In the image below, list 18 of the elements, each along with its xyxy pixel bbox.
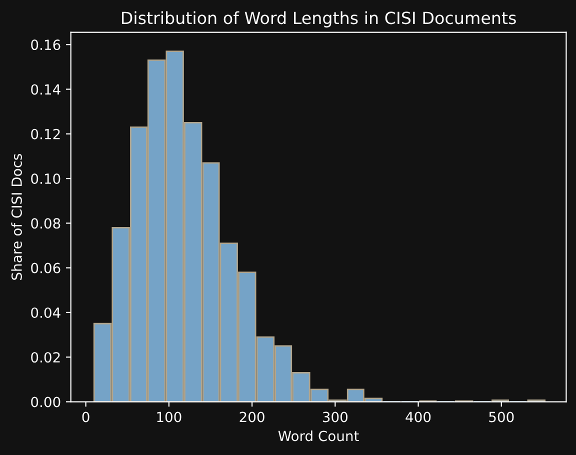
y-tick-label: 0.06 — [31, 262, 60, 274]
chart-title: Distribution of Word Lengths in CISI Documents — [122, 11, 516, 28]
y-tick-label: 0.04 — [31, 307, 60, 318]
x-tick-label: 500 — [489, 412, 514, 422]
x-tick-label: 300 — [322, 412, 348, 422]
y-tick-label: 0.14 — [31, 84, 60, 95]
y-tick-label: 0.10 — [31, 173, 60, 184]
x-axis-title: Word Count — [278, 430, 359, 442]
y-tick-label: 0.16 — [31, 40, 60, 50]
y-tick-label: 0.00 — [31, 396, 60, 408]
y-tick-label: 0.02 — [31, 352, 60, 363]
x-tick-label: 0 — [82, 412, 90, 422]
y-axis-title: Share of CISI Docs — [11, 154, 22, 280]
x-tick-label: 100 — [157, 412, 182, 422]
y-tick-label: 0.12 — [31, 128, 60, 140]
x-tick-label: 200 — [240, 412, 264, 422]
x-tick-label: 400 — [406, 412, 431, 422]
y-tick-label: 0.08 — [31, 218, 60, 229]
